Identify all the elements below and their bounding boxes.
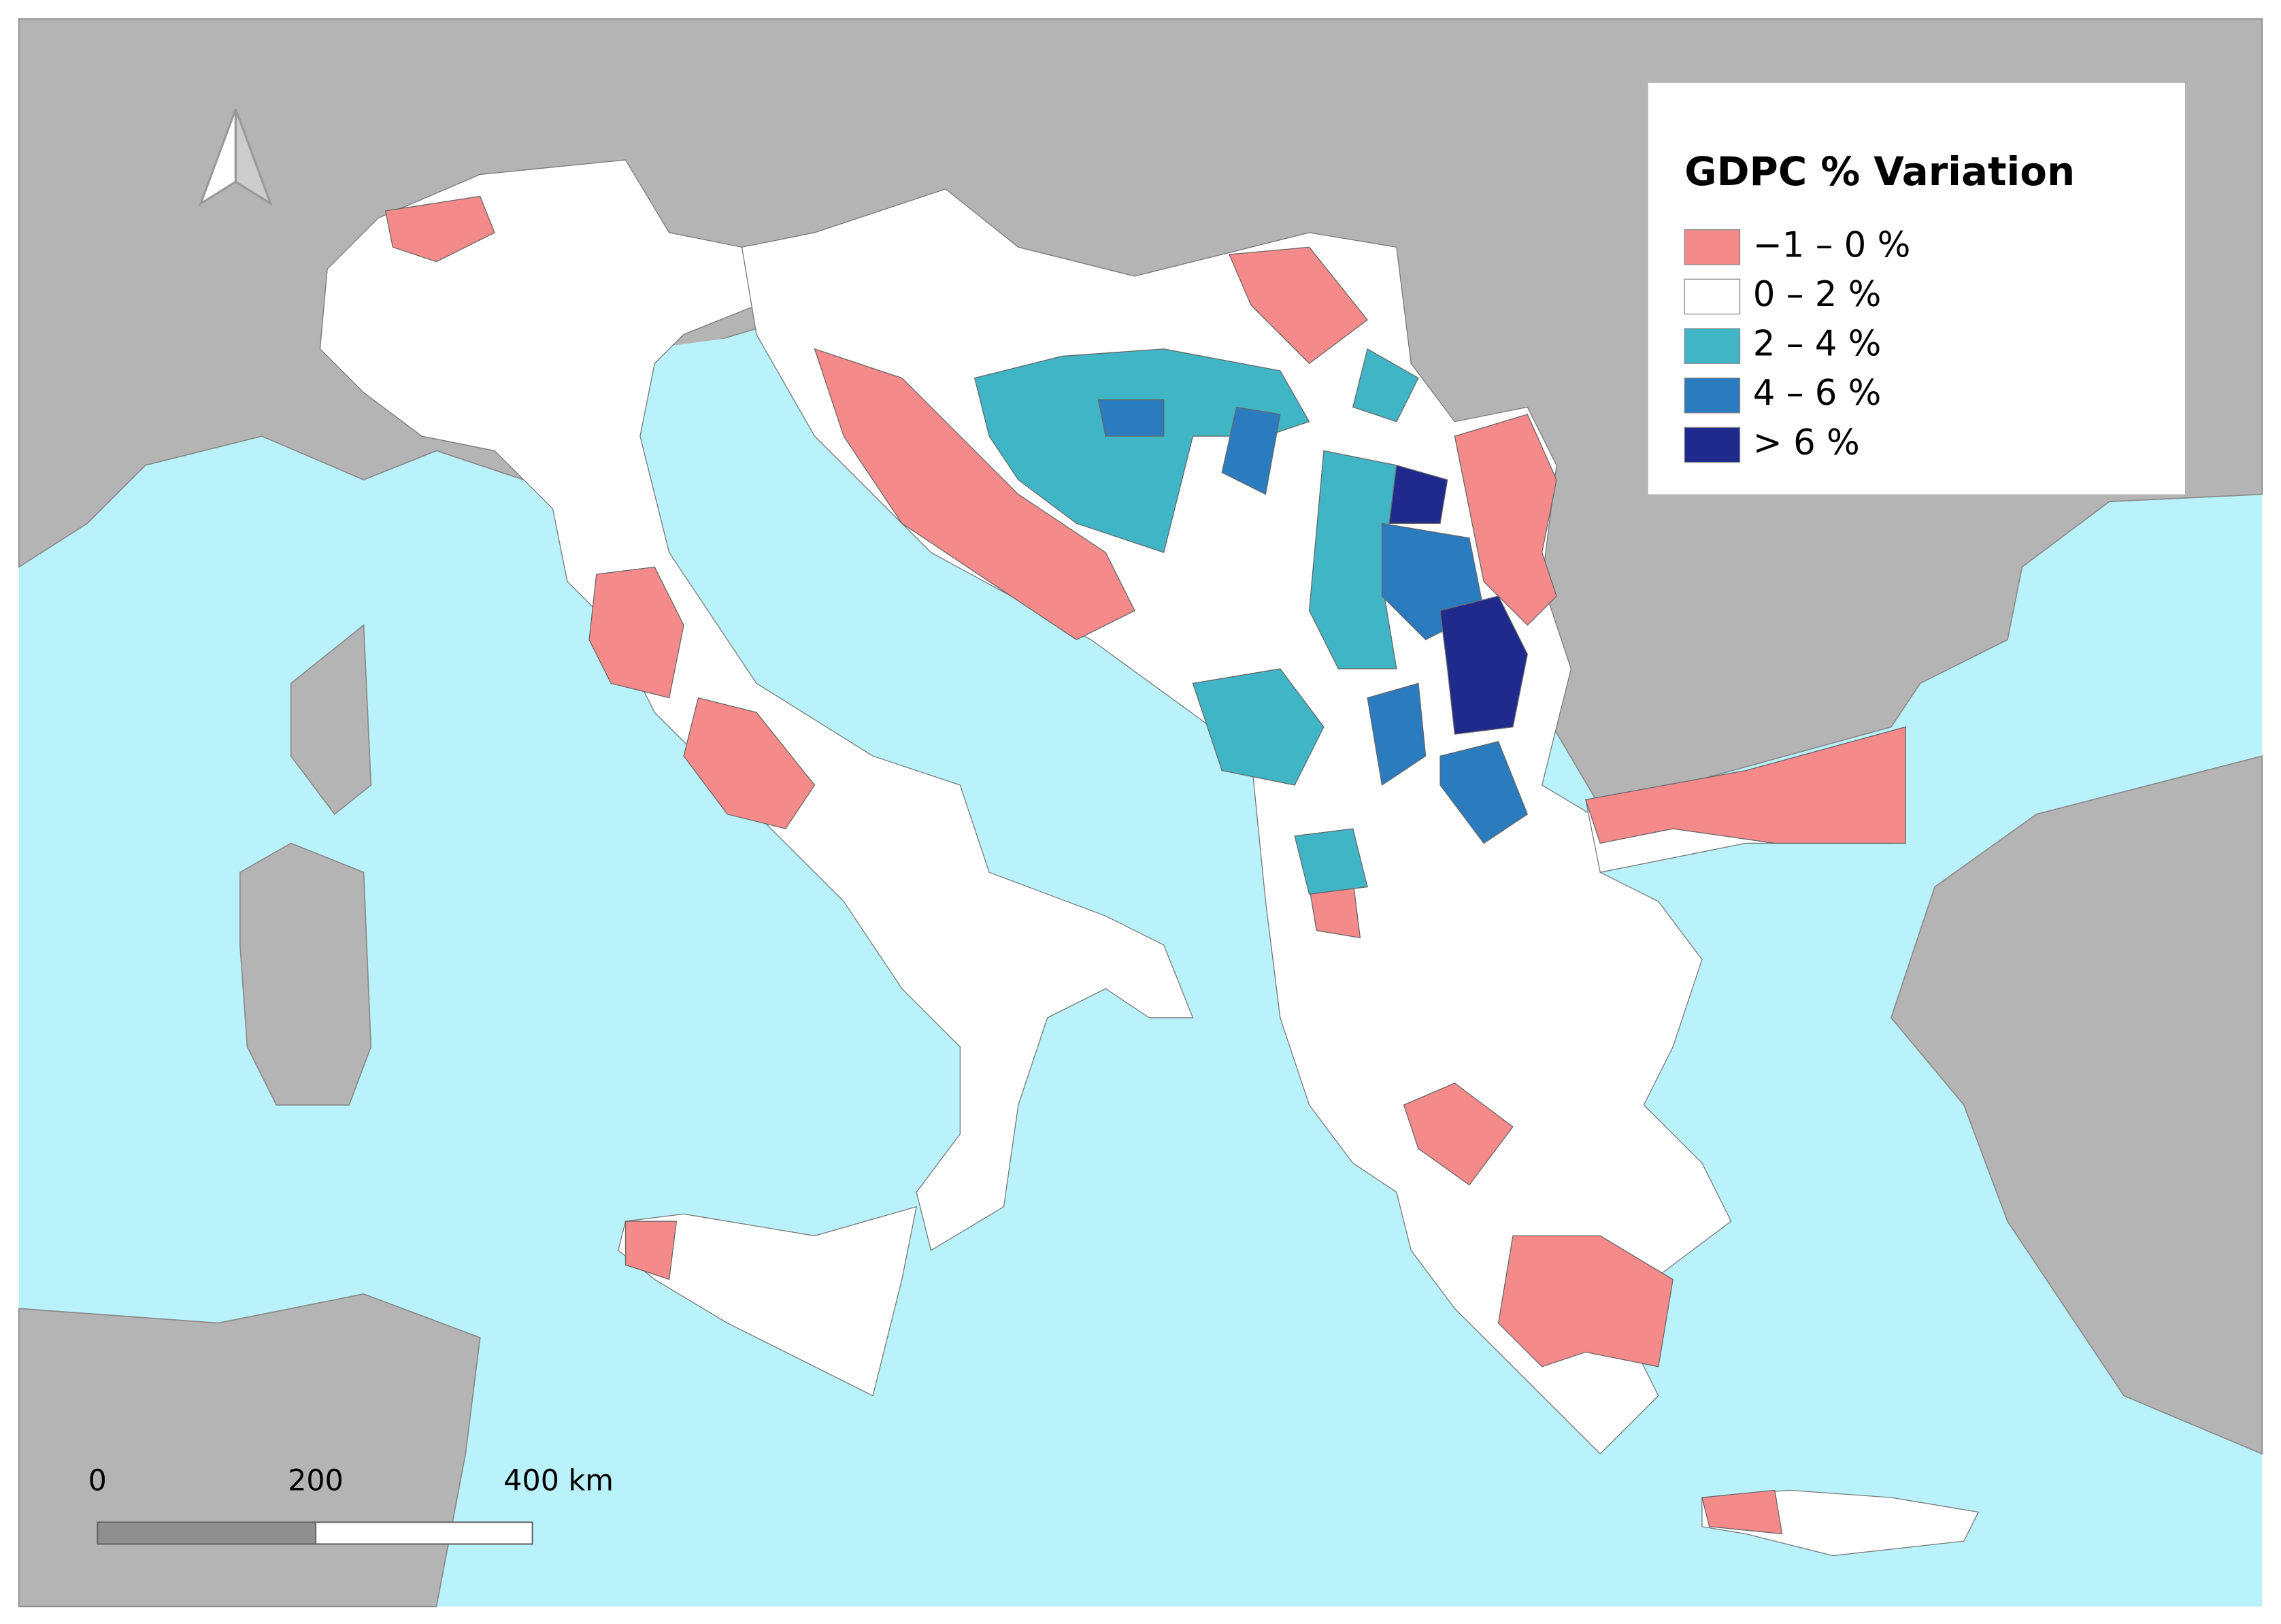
region (1221, 406, 1281, 495)
region (625, 1221, 678, 1280)
legend-label: > 6 % (1753, 422, 1860, 463)
legend-label: −1 – 0 % (1753, 225, 1911, 265)
region (1585, 726, 1906, 844)
region (1367, 682, 1427, 786)
legend-swatch (1684, 278, 1741, 315)
legend-label: 0 – 2 % (1753, 274, 1882, 315)
region (1388, 465, 1448, 524)
region (1454, 414, 1557, 626)
region (973, 348, 1310, 553)
region (1439, 741, 1529, 844)
scale-segment (97, 1521, 317, 1545)
africa (18, 1293, 481, 1608)
italy (319, 159, 1194, 1251)
region (1439, 595, 1528, 735)
region (1294, 828, 1368, 895)
region (384, 195, 495, 263)
regions (384, 195, 1906, 1535)
region (683, 697, 816, 829)
turkey (1890, 755, 2263, 1455)
legend-swatch (1684, 427, 1741, 463)
sardinia (239, 842, 372, 1106)
adriatic-sea (639, 334, 1266, 1018)
legend-title: GDPC % Variation (1684, 148, 2075, 195)
legend-swatch (1684, 377, 1741, 414)
region (1701, 1489, 1783, 1535)
region (1192, 668, 1325, 786)
north-arrow (198, 108, 273, 207)
region (1352, 348, 1419, 422)
scale-segment (314, 1521, 533, 1545)
north-arrow-right (234, 108, 273, 207)
scale-label: 400 km (503, 1463, 614, 1497)
scale-label: 200 (288, 1463, 344, 1497)
corsica (290, 624, 372, 815)
region (1403, 1082, 1514, 1186)
scale-bar: 0 200 400 km (88, 1463, 614, 1545)
legend: GDPC % Variation −1 – 0 % 0 – 2 % 2 – 4 % 4… (1648, 82, 2185, 495)
region (814, 348, 1135, 641)
region (588, 566, 684, 699)
legend-swatch (1684, 229, 1741, 265)
legend-swatch (1684, 328, 1741, 364)
region (1497, 1235, 1674, 1368)
legend-label: 4 – 6 % (1753, 373, 1882, 414)
region (1097, 399, 1165, 437)
region (1229, 246, 1369, 365)
legend-label: 2 – 4 % (1753, 324, 1882, 365)
scale-label: 0 (88, 1463, 107, 1497)
